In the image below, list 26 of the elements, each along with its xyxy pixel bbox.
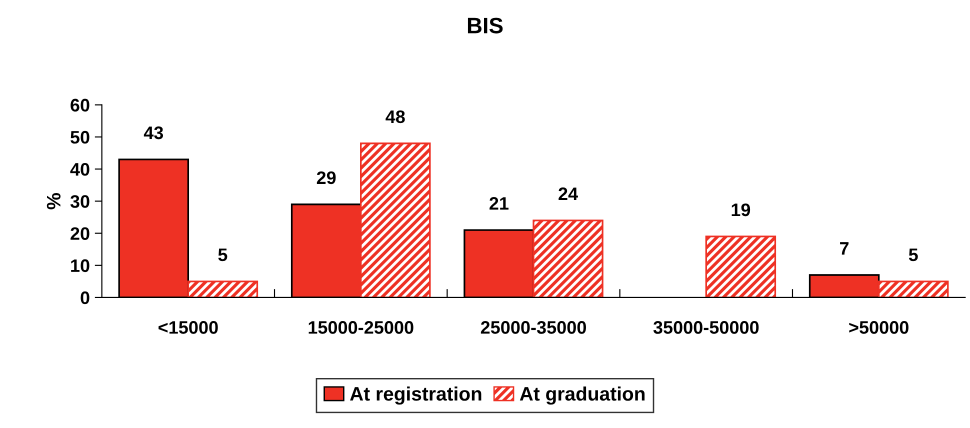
y-tick-label: 20 [70,227,90,240]
data-label: 48 [386,110,405,124]
data-label: 19 [732,203,750,216]
y-tick-label: 10 [71,259,90,272]
legend-label: At graduation [520,386,645,405]
x-tick-label: 25000-35000 [480,321,586,334]
y-tick-label: 0 [80,291,90,304]
data-label: 7 [840,242,849,255]
x-tick-label: 35000-50000 [653,321,759,334]
x-tick-label: <15000 [158,321,218,334]
legend-label: At registration [350,386,482,405]
data-label: 24 [558,187,578,200]
y-tick-label: 40 [70,162,90,176]
data-label: 5 [218,248,228,262]
data-label: 29 [316,171,336,184]
y-axis-title: % [46,193,61,210]
y-tick-label: 30 [70,195,90,208]
y-tick-label: 60 [70,98,90,112]
bar [705,236,776,298]
chart-title: BIS [468,18,503,34]
x-tick-label: 15000-25000 [308,321,414,334]
y-tick-label: 50 [70,130,90,144]
x-tick-label: >50000 [849,321,908,334]
data-label: 43 [144,126,164,140]
data-label: 21 [490,197,509,210]
data-label: 5 [908,248,918,262]
